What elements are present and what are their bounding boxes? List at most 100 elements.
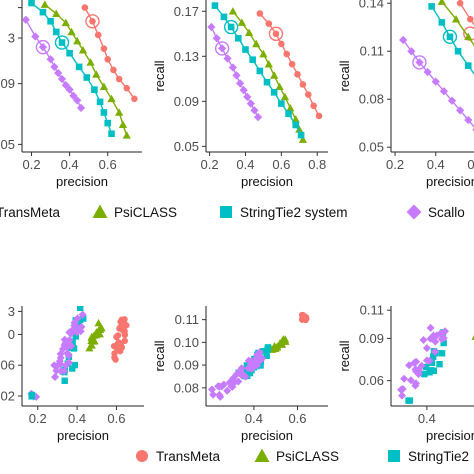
x-tick-label: 0.2: [29, 411, 47, 426]
data-point: [243, 92, 252, 101]
data-point: [297, 131, 305, 139]
y-tick-label: 0.05: [359, 140, 384, 155]
highlight-ring: [268, 26, 284, 41]
x-tick-label: 0.6: [99, 157, 117, 172]
highlight-ring: [35, 39, 51, 55]
legend-key: [254, 448, 270, 462]
data-point: [447, 96, 457, 105]
data-point: [467, 15, 474, 23]
chart-panel-1: 0.2 0.4 0.6 05 09 3 precision: [1, 0, 142, 189]
data-point: [215, 390, 224, 399]
data-point: [56, 353, 65, 362]
x-tick-label: 0.2: [201, 157, 219, 172]
x-axis-title: precision: [241, 428, 293, 443]
data-point: [94, 319, 103, 327]
data-point: [235, 79, 245, 88]
data-point: [223, 386, 232, 395]
data-point: [77, 322, 86, 331]
data-point: [121, 337, 128, 345]
data-point: [69, 338, 76, 345]
series-scallop: [50, 310, 87, 382]
y-tick-label: 0.11: [175, 312, 199, 327]
data-point: [285, 110, 292, 118]
data-point: [218, 44, 227, 53]
data-point: [69, 91, 78, 100]
y-tick-label: 0.13: [174, 49, 199, 64]
data-point: [58, 344, 67, 353]
data-point: [240, 371, 249, 380]
y-tick-label: 0.09: [359, 331, 384, 346]
data-point: [52, 9, 61, 17]
data-point: [110, 66, 117, 74]
y-tick-label: 0.10: [174, 335, 199, 350]
data-point: [278, 40, 285, 48]
plot-area: [397, 323, 474, 404]
data-point: [439, 334, 448, 343]
chart-panel-2: 0.2 0.4 0.6 0.8 0.05 0.09 0.13 0.17 precision rec…: [152, 0, 328, 189]
legend-key: [388, 450, 400, 462]
plot-area: [399, 0, 474, 132]
data-point: [298, 135, 308, 143]
plot-area: [208, 311, 310, 401]
data-point: [286, 103, 295, 112]
data-point: [242, 46, 249, 53]
data-point: [259, 49, 268, 58]
series-stringtie2-low: [28, 391, 36, 400]
highlight-ring: [54, 35, 70, 50]
legend-key: [406, 204, 422, 220]
data-point: [246, 369, 254, 377]
data-point: [252, 354, 261, 363]
data-point: [123, 322, 130, 329]
data-point: [86, 58, 95, 66]
data-point: [426, 323, 435, 332]
series-transmeta: [110, 316, 130, 363]
data-point: [411, 365, 420, 374]
data-point: [260, 348, 267, 355]
data-point: [38, 42, 48, 52]
series-psiclass: [228, 7, 308, 143]
data-point: [81, 4, 89, 11]
data-point: [61, 18, 70, 27]
data-point: [252, 39, 261, 48]
data-point: [92, 70, 101, 78]
data-point: [250, 106, 259, 115]
data-point: [100, 45, 108, 52]
x-axis-title: precision: [426, 174, 474, 189]
data-point: [454, 47, 462, 55]
data-point: [270, 71, 279, 79]
data-point: [431, 337, 440, 346]
data-point: [422, 363, 430, 371]
x-tick-label: 0.4: [427, 157, 445, 172]
data-point: [72, 333, 79, 340]
data-point: [73, 36, 82, 45]
series-stringtie2: [28, 0, 115, 138]
series-scallop: [397, 323, 450, 400]
data-point: [65, 335, 74, 344]
series-line: [441, 1, 474, 47]
y-tick-label: 0.08: [359, 92, 384, 107]
data-point: [422, 356, 431, 365]
series-psiclass: [85, 319, 106, 352]
plot-area: [207, 2, 323, 143]
data-point: [456, 0, 464, 7]
data-point: [31, 32, 40, 41]
data-point: [234, 34, 242, 42]
y-tick-label: 0.08: [174, 380, 199, 395]
data-point: [76, 103, 86, 113]
y-tick-label: 0.11: [360, 44, 384, 59]
data-point: [54, 360, 63, 369]
plot-area: [27, 306, 130, 401]
series-stringtie2: [428, 3, 474, 75]
data-point: [71, 361, 78, 369]
data-point: [273, 343, 282, 351]
y-tick-label: 0.09: [174, 94, 199, 109]
data-point: [123, 84, 131, 92]
data-point: [60, 335, 69, 344]
data-point: [430, 353, 437, 360]
x-axis-title: precision: [426, 428, 474, 443]
data-point: [115, 75, 123, 83]
data-point: [428, 3, 435, 10]
chart-panel-5: 0.4 0.6 0.08 0.09 0.10 0.11 precision recall: [152, 306, 328, 443]
data-point: [207, 22, 216, 32]
series-scallop: [208, 348, 266, 401]
